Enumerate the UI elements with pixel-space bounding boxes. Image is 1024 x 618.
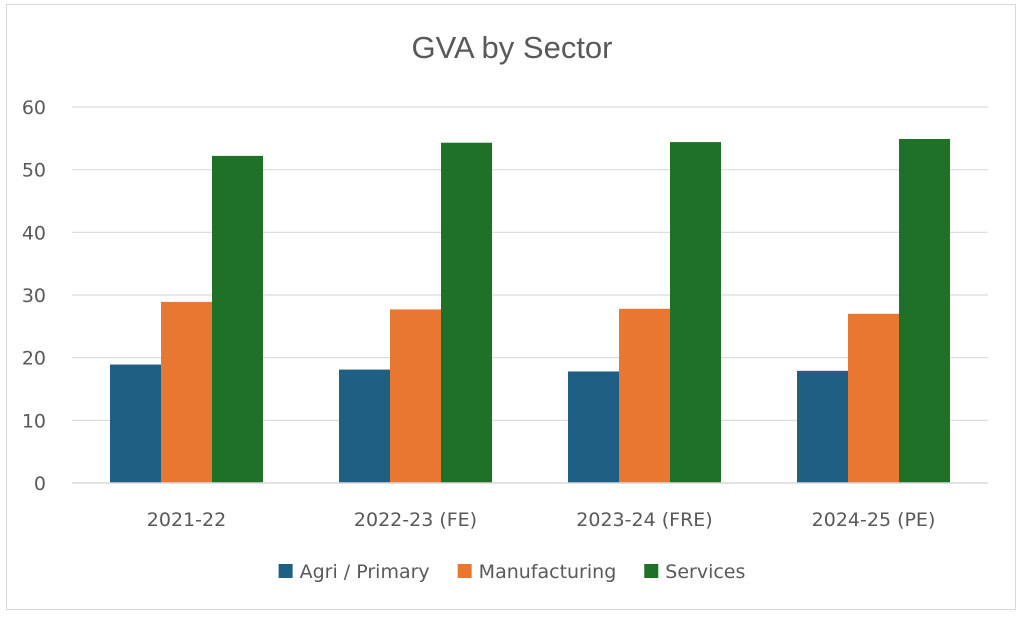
bar-agri-primary-2	[568, 371, 619, 483]
x-tick-label: 2022-23 (FE)	[354, 509, 477, 531]
y-axis-ticks: 0 10 20 30 40 50 60	[22, 97, 46, 495]
y-tick-label: 10	[22, 410, 46, 432]
legend-swatch	[644, 564, 659, 578]
x-tick-label: 2024-25 (PE)	[812, 509, 936, 531]
chart-title: GVA by Sector	[411, 30, 612, 65]
legend: Agri / Primary Manufacturing Services	[278, 561, 745, 583]
bar-agri-primary-1	[339, 369, 390, 483]
bar-agri-primary-0	[110, 364, 161, 483]
x-tick-label: 2023-24 (FRE)	[576, 509, 712, 531]
y-tick-label: 20	[22, 348, 46, 370]
bar-manufacturing-3	[848, 313, 899, 483]
bar-agri-primary-3	[797, 370, 848, 483]
bar-services-0	[212, 155, 263, 483]
y-tick-label: 60	[22, 97, 46, 119]
bar-services-1	[441, 142, 492, 483]
legend-swatch	[457, 564, 472, 578]
legend-label: Agri / Primary	[300, 561, 430, 583]
bar-manufacturing-1	[390, 309, 441, 483]
y-tick-label: 50	[22, 160, 46, 182]
y-tick-label: 40	[22, 222, 46, 244]
legend-label: Manufacturing	[479, 561, 617, 583]
legend-swatch	[278, 564, 293, 578]
bars	[110, 138, 950, 484]
x-axis-ticks: 2021-22 2022-23 (FE) 2023-24 (FRE) 2024-25 …	[147, 509, 936, 531]
y-tick-label: 0	[34, 473, 46, 495]
bar-manufacturing-0	[161, 301, 212, 483]
bar-services-2	[670, 142, 721, 484]
bar-services-3	[899, 138, 950, 483]
bar-manufacturing-2	[619, 308, 670, 483]
y-tick-label: 30	[22, 285, 46, 307]
legend-label: Services	[665, 561, 745, 583]
x-tick-label: 2021-22	[147, 509, 226, 531]
